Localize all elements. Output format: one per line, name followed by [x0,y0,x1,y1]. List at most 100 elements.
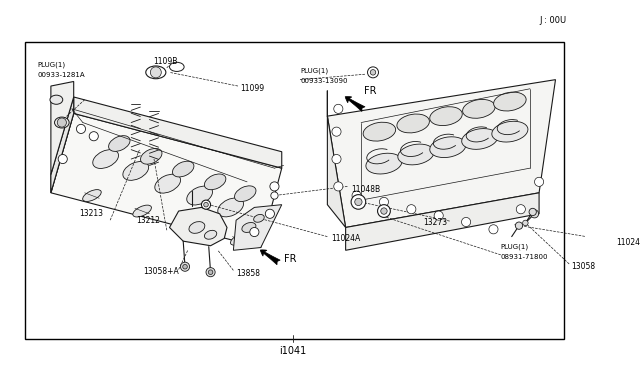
Circle shape [381,208,387,214]
Ellipse shape [183,220,202,232]
Circle shape [367,67,378,78]
Circle shape [407,205,416,214]
Ellipse shape [253,214,264,222]
Circle shape [334,182,343,191]
Circle shape [57,118,67,127]
Ellipse shape [141,148,162,164]
Text: 13273: 13273 [424,218,448,227]
Text: 13058+A: 13058+A [143,267,179,276]
Polygon shape [74,97,282,168]
Circle shape [250,227,259,237]
Ellipse shape [204,230,217,239]
Ellipse shape [234,186,256,202]
Ellipse shape [363,122,396,141]
Ellipse shape [133,205,152,217]
Circle shape [434,211,444,220]
Ellipse shape [230,233,249,245]
Circle shape [515,222,523,229]
Circle shape [351,195,365,209]
Text: 13213: 13213 [79,209,103,218]
Polygon shape [328,91,346,227]
Polygon shape [170,208,227,246]
Ellipse shape [155,174,180,193]
Circle shape [76,124,86,134]
Ellipse shape [366,153,402,174]
Ellipse shape [461,129,498,149]
Text: 13212: 13212 [136,216,161,225]
Circle shape [180,262,189,271]
Ellipse shape [204,174,226,190]
Text: i1041: i1041 [279,346,307,356]
Text: PLUG(1): PLUG(1) [37,62,65,68]
Ellipse shape [146,66,166,79]
Text: 11048B: 11048B [351,185,380,194]
Polygon shape [51,97,74,193]
Text: 1109B: 1109B [153,57,177,66]
Ellipse shape [242,222,256,232]
Circle shape [270,182,279,191]
Circle shape [89,132,99,141]
Text: 00933-13090: 00933-13090 [300,78,348,84]
Circle shape [489,225,498,234]
Circle shape [332,154,341,164]
Circle shape [334,104,343,113]
Circle shape [380,198,388,206]
Circle shape [461,218,470,227]
Polygon shape [234,205,282,250]
Ellipse shape [398,144,434,165]
Circle shape [534,177,543,186]
Text: 08931-71800: 08931-71800 [500,254,548,260]
Text: 00933-1281A: 00933-1281A [37,72,85,78]
Circle shape [58,154,67,164]
Ellipse shape [492,121,528,142]
Text: PLUG(1): PLUG(1) [500,243,529,250]
Ellipse shape [123,161,148,180]
Circle shape [529,208,536,216]
Text: FR: FR [284,253,296,263]
Ellipse shape [83,190,101,202]
Circle shape [271,192,278,199]
Circle shape [516,205,525,214]
Circle shape [202,200,211,209]
Polygon shape [51,97,74,193]
Ellipse shape [189,222,205,233]
Text: 11024A: 11024A [617,238,640,247]
Ellipse shape [109,136,130,151]
Bar [26,42,564,339]
Circle shape [352,191,361,200]
Text: J : 00U: J : 00U [540,16,566,25]
Ellipse shape [172,161,194,177]
Circle shape [332,127,341,136]
Circle shape [183,264,188,269]
Polygon shape [51,81,74,174]
Ellipse shape [493,92,526,111]
Circle shape [206,267,215,277]
Ellipse shape [187,186,212,205]
Circle shape [378,205,390,218]
Circle shape [204,202,208,207]
Text: 13058: 13058 [571,262,595,271]
Ellipse shape [54,117,69,128]
Ellipse shape [170,62,184,71]
Circle shape [150,67,161,78]
Circle shape [371,70,376,75]
Ellipse shape [463,99,495,118]
Ellipse shape [50,95,63,104]
Text: 11024A: 11024A [331,234,360,243]
Polygon shape [51,113,282,247]
Circle shape [523,220,528,226]
Ellipse shape [93,150,118,169]
Text: PLUG(1): PLUG(1) [300,67,328,74]
Ellipse shape [218,198,244,217]
Text: 11099: 11099 [240,84,264,93]
Text: FR: FR [364,86,376,96]
Circle shape [355,198,362,206]
Text: 13858: 13858 [236,269,260,278]
Ellipse shape [430,137,466,158]
Circle shape [266,209,275,218]
Ellipse shape [397,114,429,133]
Circle shape [208,270,213,275]
Polygon shape [346,193,539,250]
Ellipse shape [429,107,462,126]
Circle shape [531,210,539,218]
